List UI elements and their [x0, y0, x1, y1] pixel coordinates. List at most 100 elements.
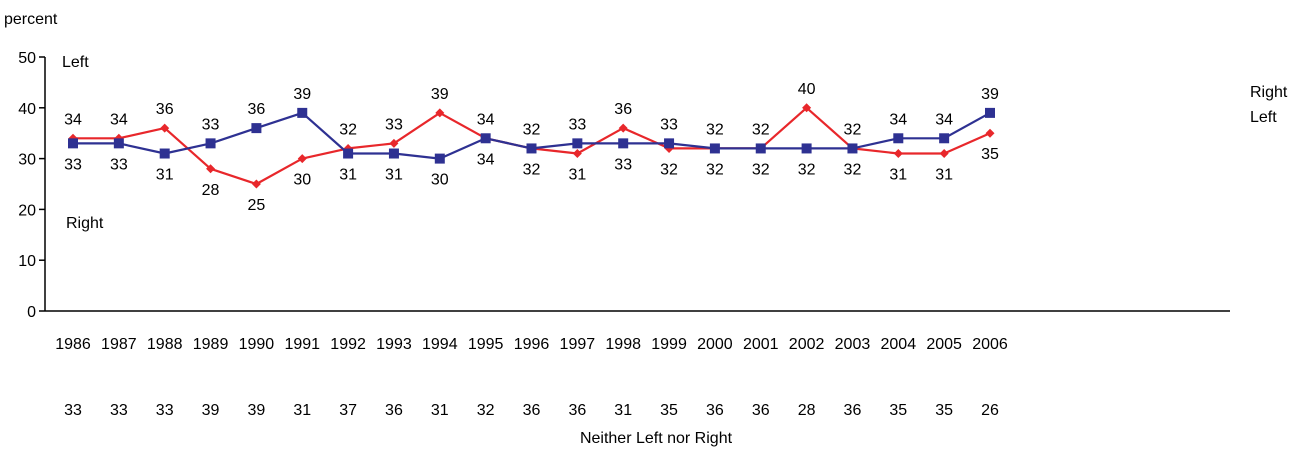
- x-tick-label: 2006: [972, 336, 1008, 353]
- y-axis: 0 10 20 30 40 50: [18, 50, 46, 321]
- data-label-lower: 30: [431, 172, 449, 189]
- marker-left: [480, 133, 491, 144]
- marker-left: [618, 138, 629, 149]
- marker-right: [985, 128, 995, 138]
- marker-left: [755, 143, 766, 154]
- neither-title: Neither Left nor Right: [580, 430, 733, 447]
- y-tick-label: 40: [18, 101, 36, 118]
- x-tick-label: 2000: [697, 336, 733, 353]
- marker-right: [618, 123, 628, 133]
- neither-value: 36: [568, 402, 586, 419]
- x-tick-label: 2003: [835, 336, 871, 353]
- data-label-lower: 31: [568, 167, 586, 184]
- data-label-lower: 32: [660, 161, 678, 178]
- neither-value: 39: [202, 402, 220, 419]
- marker-right: [939, 149, 949, 159]
- marker-right: [572, 149, 582, 159]
- x-axis: 1986 1987 1988 1989 1990 1991 1992 1993 1994 1995…: [45, 310, 1230, 353]
- x-tick-label: 1992: [330, 336, 366, 353]
- data-label-upper: 34: [889, 111, 907, 128]
- marker-left: [159, 148, 170, 159]
- marker-left: [205, 138, 216, 149]
- y-axis-label: percent: [4, 11, 58, 28]
- y-tick-label: 20: [18, 202, 36, 219]
- x-tick-label: 2002: [789, 336, 825, 353]
- marker-left: [251, 123, 262, 134]
- marker-right: [389, 138, 399, 148]
- x-tick-label: 1991: [284, 336, 320, 353]
- data-label-upper: 34: [64, 111, 82, 128]
- x-tick-label: 1987: [101, 336, 137, 353]
- marker-right: [206, 164, 216, 174]
- x-tick-label: 2005: [926, 336, 962, 353]
- data-label-lower: 34: [477, 151, 495, 168]
- data-label-upper: 32: [844, 121, 862, 138]
- legend-right: Right: [1250, 84, 1288, 101]
- y-tick-label: 10: [18, 253, 36, 270]
- marker-left: [572, 138, 583, 149]
- data-label-upper: 36: [156, 101, 174, 118]
- x-tick-label: 1998: [605, 336, 641, 353]
- marker-left: [388, 148, 399, 159]
- data-label-upper: 33: [202, 116, 220, 133]
- x-tick-label: 1997: [560, 336, 596, 353]
- neither-value: 33: [110, 402, 128, 419]
- marker-left: [664, 138, 675, 149]
- marker-left: [68, 138, 78, 149]
- legend-left: Left: [1250, 109, 1277, 126]
- data-label-lower: 30: [293, 172, 311, 189]
- marker-left: [343, 148, 354, 159]
- data-label-lower: 32: [844, 161, 862, 178]
- data-label-upper: 33: [385, 116, 403, 133]
- marker-left: [434, 153, 445, 164]
- marker-right: [802, 103, 812, 113]
- series-markers: [68, 103, 995, 189]
- neither-row: 33 33 33 39 39 31 37 36 31 32 36 36 31 35 36 36 28 36 35 35…: [64, 402, 999, 419]
- marker-left: [526, 143, 537, 154]
- marker-right: [160, 123, 170, 133]
- data-label-upper: 36: [614, 101, 632, 118]
- marker-left: [113, 138, 124, 149]
- marker-right: [435, 108, 445, 118]
- data-label-upper: 32: [706, 121, 724, 138]
- marker-right: [251, 179, 261, 189]
- marker-left: [985, 107, 995, 118]
- data-label-upper: 39: [431, 86, 449, 103]
- neither-value: 31: [431, 402, 449, 419]
- data-label-upper: 39: [981, 86, 999, 103]
- data-labels: 34 33 34 33 36 31 33 28 36 25 39 30 32 31 33 31 39 30 34 34…: [64, 81, 999, 214]
- marker-right: [297, 154, 307, 164]
- x-tick-label: 1993: [376, 336, 412, 353]
- data-label-upper: 34: [110, 111, 128, 128]
- marker-left: [939, 133, 950, 144]
- neither-value: 31: [614, 402, 632, 419]
- neither-value: 33: [64, 402, 82, 419]
- y-tick-label: 0: [27, 304, 36, 321]
- x-tick-label: 1995: [468, 336, 504, 353]
- data-label-upper: 32: [523, 121, 541, 138]
- marker-right: [893, 149, 903, 159]
- data-label-upper: 33: [660, 116, 678, 133]
- neither-value: 36: [752, 402, 770, 419]
- annotation-right: Right: [66, 215, 104, 232]
- data-label-lower: 32: [752, 161, 770, 178]
- neither-value: 39: [248, 402, 266, 419]
- data-label-lower: 32: [706, 161, 724, 178]
- data-label-lower: 31: [935, 167, 953, 184]
- marker-left: [847, 143, 858, 154]
- data-label-lower: 31: [339, 167, 357, 184]
- data-label-upper: 33: [568, 116, 586, 133]
- neither-value: 36: [385, 402, 403, 419]
- y-tick-label: 50: [18, 50, 36, 67]
- data-label-lower: 32: [523, 161, 541, 178]
- neither-value: 26: [981, 402, 999, 419]
- marker-left: [893, 133, 904, 144]
- data-label-upper: 34: [477, 111, 495, 128]
- marker-left: [297, 107, 308, 118]
- data-label-lower: 35: [981, 146, 999, 163]
- neither-value: 33: [156, 402, 174, 419]
- x-tick-label: 1999: [651, 336, 687, 353]
- data-label-lower: 31: [385, 167, 403, 184]
- y-tick-label: 30: [18, 152, 36, 169]
